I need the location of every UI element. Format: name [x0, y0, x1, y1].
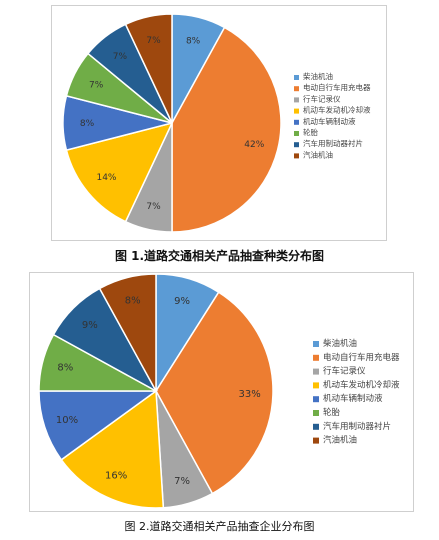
- pie2-data-label-6: 9%: [82, 320, 98, 331]
- pie2-legend-label-7: 汽油机油: [323, 435, 357, 446]
- pie1-legend-label-5: 轮胎: [303, 127, 318, 137]
- chart-panel-1: 8% 42% 7% 14% 8% 7% 7% 7% 柴油机油 电动自行车用充电器 行车记录仪机动车发…: [51, 5, 387, 241]
- pie2-data-label-5: 8%: [57, 363, 73, 374]
- chart-panel-2: 9% 33% 7% 16% 10% 8% 9% 8% 柴油机油电动自行车用充电器 行车记录仪机动车…: [29, 272, 414, 512]
- pie1-legend-swatch-6: [294, 142, 299, 148]
- pie-chart-1: 8% 42% 7% 14% 8% 7% 7% 7% 柴油机油电动自行车用充电器行车记录仪机动车发…: [62, 13, 371, 233]
- pie2-legend-swatch-7: [313, 437, 319, 444]
- pie1-legend-swatch-7: [294, 153, 299, 159]
- pie2-legend-label-0: 柴油机油: [323, 338, 357, 349]
- pie-chart-2: 9% 33% 7% 16% 10% 8% 9% 8% 柴油机油电动自行车用充电器行车记录仪机动车…: [38, 273, 400, 509]
- figure-caption-2: 图 2.道路交通相关产品抽查企业分布图: [124, 520, 315, 533]
- pie1-data-label-1: 42%: [244, 140, 264, 150]
- pie1-legend-swatch-3: [294, 108, 299, 114]
- pie1-slice-7: [124, 13, 173, 124]
- pie1-data-label-6: 7%: [113, 52, 128, 62]
- pie1-data-label-4: 8%: [80, 119, 95, 129]
- pie2-legend-swatch-3: [313, 382, 319, 389]
- pie2-slice-7: [98, 273, 157, 392]
- pie1-legend-label-6: 汽车用制动器衬片: [303, 138, 363, 148]
- pie1-legend-label-2: 行车记录仪: [303, 93, 341, 103]
- pie1-data-label-7: 7%: [146, 36, 161, 46]
- pie2-data-label-7: 8%: [125, 295, 141, 306]
- pie2-data-label-2: 7%: [174, 476, 190, 487]
- pie2-data-label-1: 33%: [238, 389, 260, 400]
- figure-caption-1: 图 1.道路交通相关产品抽查种类分布图: [114, 249, 325, 263]
- pie1-legend-swatch-1: [294, 86, 299, 92]
- pie1-legend-label-4: 机动车辆制动液: [303, 116, 356, 126]
- pie1-slice-1: [171, 26, 282, 233]
- pie1-legend-swatch-4: [294, 119, 299, 125]
- pie1-legend-swatch-2: [294, 97, 299, 103]
- pie2-legend-swatch-5: [313, 410, 319, 416]
- pie2-slice-3: [60, 389, 165, 509]
- pie1-slice-3: [65, 121, 174, 223]
- pie1-legend-label-3: 机动车发动机冷却液: [303, 105, 371, 115]
- pie2-legend-label-2: 行车记录仪: [323, 366, 366, 377]
- pie1-legend-label-7: 汽油机油: [303, 149, 333, 159]
- pie1-data-label-2: 7%: [146, 202, 161, 212]
- pie1-legend-swatch-5: [294, 131, 299, 136]
- pie2-data-label-3: 16%: [105, 471, 127, 482]
- pie2-legend-label-4: 机动车辆制动液: [323, 393, 383, 404]
- pie1-legend-label-1: 电动自行车用充电器: [303, 82, 371, 92]
- pie2-legend-swatch-6: [313, 423, 319, 430]
- pie2-legend-label-5: 轮胎: [323, 407, 341, 418]
- pie1-legend-label-0: 柴油机油: [303, 71, 333, 81]
- pie2-legend-swatch-0: [313, 341, 319, 347]
- pie2-legend-swatch-4: [313, 396, 319, 403]
- pie2-legend-label-3: 机动车发动机冷却液: [323, 379, 400, 390]
- pie2-slice-4: [38, 390, 159, 461]
- pie1-data-label-0: 8%: [186, 37, 201, 47]
- pie2-legend-swatch-2: [313, 368, 319, 375]
- pie2-legend-swatch-1: [313, 354, 319, 361]
- pie2-data-label-4: 10%: [56, 415, 78, 426]
- pie1-data-label-3: 14%: [96, 173, 116, 183]
- pie2-data-label-0: 9%: [174, 296, 190, 307]
- pie2-legend-label-1: 电动自行车用充电器: [323, 352, 400, 363]
- pie1-legend-swatch-0: [294, 75, 299, 80]
- pie1-data-label-5: 7%: [89, 80, 104, 90]
- pie2-legend-label-6: 汽车用制动器衬片: [323, 421, 391, 432]
